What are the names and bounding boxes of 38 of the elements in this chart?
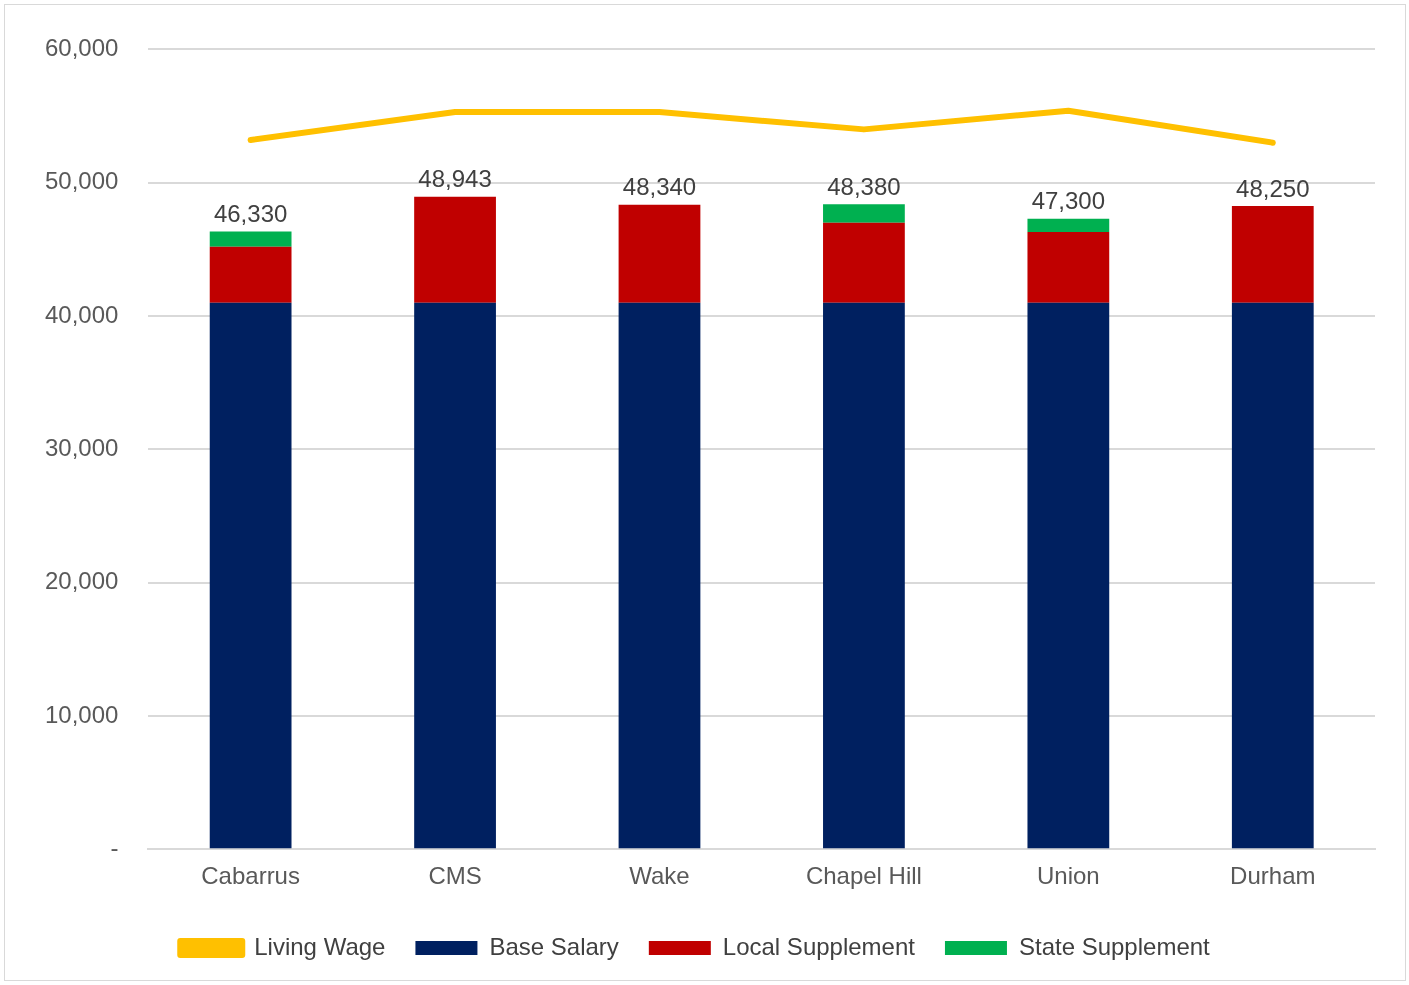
bar (209, 231, 292, 247)
total-label: 47,300 (1031, 187, 1106, 215)
y-tick-label: 50,000 (45, 167, 119, 195)
bar (1027, 302, 1110, 849)
bar (823, 204, 905, 223)
total-label: 46,330 (213, 200, 288, 228)
y-tick-label: 10,000 (45, 700, 119, 728)
x-tick-label: Durham (1230, 862, 1316, 890)
y-tick-label: 20,000 (45, 567, 119, 595)
bar (414, 196, 496, 303)
y-tick-label: 60,000 (45, 34, 119, 62)
x-tick-label: Wake (629, 862, 690, 890)
y-tick-label: 30,000 (45, 433, 119, 461)
legend-label: Base Salary (489, 932, 619, 960)
legend-label: Living Wage (254, 932, 386, 960)
y-tick-label: - (110, 833, 119, 861)
x-tick-label: Union (1036, 862, 1100, 890)
total-label: 48,340 (622, 173, 697, 201)
bar (823, 222, 905, 303)
x-tick-label: CMS (428, 862, 482, 890)
bar (823, 302, 905, 849)
bar (414, 302, 496, 849)
total-label: 48,943 (418, 165, 492, 193)
bar (1027, 232, 1110, 303)
bar (618, 302, 701, 849)
y-tick-label: 40,000 (45, 300, 119, 328)
total-label: 48,380 (827, 172, 901, 200)
bar (1231, 206, 1314, 303)
legend-label: State Supplement (1018, 932, 1211, 960)
bar (1027, 218, 1110, 233)
bar (618, 204, 701, 303)
bar (1231, 302, 1314, 849)
bar (209, 302, 292, 849)
x-tick-label: Chapel Hill (805, 862, 922, 890)
total-label: 48,250 (1236, 174, 1310, 202)
x-tick-label: Cabarrus (201, 862, 300, 890)
bar (209, 246, 292, 303)
legend-label: Local Supplement (722, 932, 916, 960)
